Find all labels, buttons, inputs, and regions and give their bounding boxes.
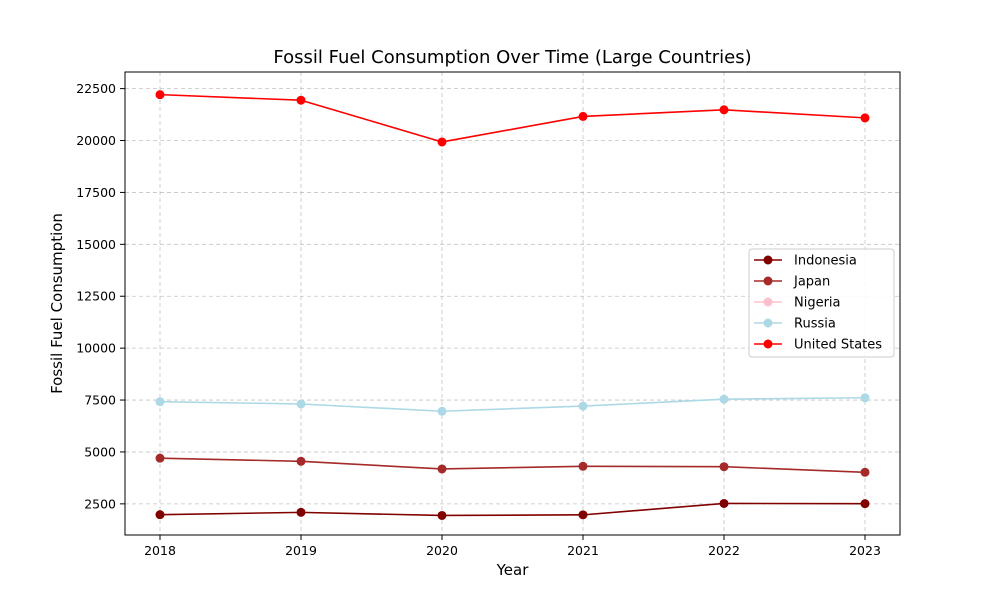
x-tick-label: 2022 <box>708 543 740 558</box>
legend-item: United States <box>754 338 882 353</box>
data-point <box>437 464 447 474</box>
data-point <box>578 461 588 471</box>
data-point <box>296 456 306 466</box>
y-axis: 2500 5000 7500 10000 12500 15000 17500 20000 225… <box>76 81 125 511</box>
y-tick-label: 17500 <box>76 185 116 200</box>
series-line <box>159 93 866 143</box>
data-point <box>296 95 306 105</box>
legend-label: Russia <box>794 317 836 332</box>
legend-swatch-marker <box>763 318 773 328</box>
data-point <box>296 507 306 517</box>
series-japan <box>155 453 870 477</box>
data-point <box>437 510 447 520</box>
plot-area-frame <box>124 71 901 536</box>
y-tick-label: 22500 <box>76 81 116 96</box>
y-tick-label: 2500 <box>84 496 116 511</box>
series-russia <box>155 393 870 416</box>
legend-item: Nigeria <box>754 296 841 311</box>
data-point <box>719 105 729 115</box>
x-axis: 2018 2019 2020 2021 2022 2023 <box>144 535 881 558</box>
legend-swatch-marker <box>763 339 773 349</box>
series-line <box>159 396 866 413</box>
x-tick-label: 2019 <box>285 543 317 558</box>
legend-item: Japan <box>754 275 830 290</box>
data-point <box>296 399 306 409</box>
legend-swatch-marker <box>763 276 773 286</box>
data-point <box>578 111 588 121</box>
data-point <box>578 510 588 520</box>
series-lines <box>155 90 870 520</box>
y-tick-label: 15000 <box>76 237 116 252</box>
x-tick-label: 2023 <box>849 543 881 558</box>
data-point <box>155 90 165 100</box>
legend-label: Nigeria <box>794 296 841 311</box>
series-line <box>159 502 866 517</box>
legend-item: Indonesia <box>754 254 857 269</box>
series-line <box>159 457 866 474</box>
legend-item: Russia <box>754 317 836 332</box>
data-point <box>578 401 588 411</box>
legend-box <box>748 248 895 358</box>
y-tick-label: 5000 <box>84 444 116 459</box>
legend-label: United States <box>794 338 882 353</box>
y-tick-label: 20000 <box>76 133 116 148</box>
data-point <box>860 499 870 509</box>
data-point <box>155 453 165 463</box>
x-axis-label: Year <box>496 561 530 579</box>
chart-title: Fossil Fuel Consumption Over Time (Large… <box>273 47 751 68</box>
series-united-states <box>155 90 870 147</box>
data-point <box>437 406 447 416</box>
data-point <box>719 498 729 508</box>
y-tick-label: 7500 <box>84 393 116 408</box>
data-point <box>860 393 870 403</box>
x-tick-label: 2018 <box>144 543 176 558</box>
legend-label: Japan <box>793 275 830 290</box>
y-tick-label: 10000 <box>76 341 116 356</box>
legend-label: Indonesia <box>794 254 857 269</box>
series-indonesia <box>155 498 870 520</box>
y-axis-label: Fossil Fuel Consumption <box>48 213 66 394</box>
data-point <box>155 510 165 520</box>
legend-items: Indonesia Japan Nigeria Russia United States <box>754 254 882 353</box>
x-tick-label: 2020 <box>426 543 458 558</box>
data-point <box>860 113 870 123</box>
data-point <box>437 137 447 147</box>
data-point <box>719 394 729 404</box>
data-point <box>719 462 729 472</box>
y-tick-label: 12500 <box>76 289 116 304</box>
data-point <box>155 397 165 407</box>
legend-swatch-marker <box>763 255 773 265</box>
data-point <box>860 467 870 477</box>
legend-swatch-marker <box>763 297 773 307</box>
x-tick-label: 2021 <box>567 543 599 558</box>
legend: Indonesia Japan Nigeria Russia United States <box>748 248 895 358</box>
